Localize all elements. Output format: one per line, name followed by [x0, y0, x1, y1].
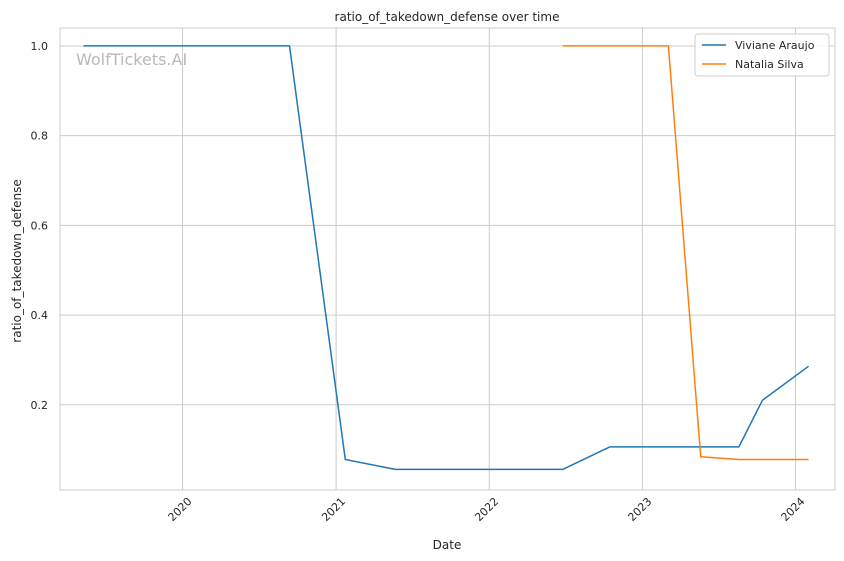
x-tick-label: 2023 — [625, 495, 654, 524]
legend-label-viviane-araujo: Viviane Araujo — [735, 39, 815, 52]
plot-frame — [59, 27, 836, 491]
series-layer — [83, 45, 810, 471]
y-tick-label: 0.8 — [31, 130, 49, 143]
chart-title: ratio_of_takedown_defense over time — [335, 10, 560, 24]
x-tick-label: 2020 — [166, 495, 195, 524]
plot-area — [60, 28, 835, 490]
y-tick-label: 0.6 — [31, 219, 49, 232]
y-axis-label: ratio_of_takedown_defense — [10, 179, 24, 342]
watermark: WolfTickets.AI — [76, 50, 187, 69]
legend-box — [694, 33, 830, 77]
y-tick-label: 1.0 — [31, 40, 49, 53]
x-tick-label: 2022 — [472, 495, 501, 524]
x-axis-label: Date — [433, 538, 462, 552]
x-tick-label: 2024 — [779, 495, 808, 524]
y-tick-label: 0.2 — [31, 399, 49, 412]
series-line-natalia-silva — [562, 45, 809, 461]
series-line-viviane-araujo — [83, 45, 810, 471]
legend-label-natalia-silva: Natalia Silva — [735, 58, 804, 71]
y-axis-ticks: 0.2 0.4 0.6 0.8 1.0 — [31, 40, 49, 412]
y-tick-label: 0.4 — [31, 309, 49, 322]
x-tick-label: 2021 — [319, 495, 348, 524]
legend: Viviane Araujo Natalia Silva — [694, 33, 830, 77]
x-axis-ticks: 2020 2021 2022 2023 2024 — [166, 495, 808, 524]
